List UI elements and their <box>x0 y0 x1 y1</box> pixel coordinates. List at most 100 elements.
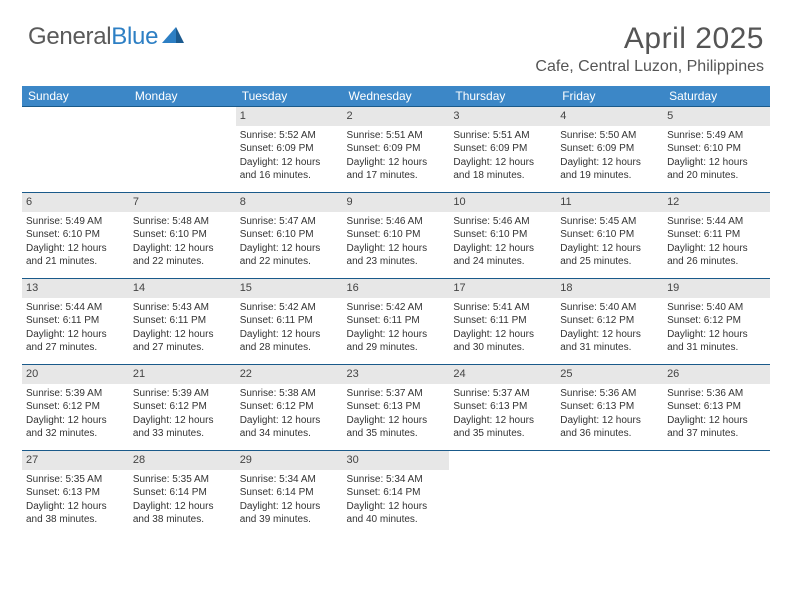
day-number: 8 <box>236 193 343 212</box>
cell-line: Sunrise: 5:49 AM <box>667 129 766 143</box>
cell-line: Sunrise: 5:46 AM <box>347 215 446 229</box>
calendar-cell: 25 Sunrise: 5:36 AMSunset: 6:13 PMDayligh… <box>556 365 663 451</box>
day-number: 25 <box>556 365 663 384</box>
cell-line: Sunrise: 5:47 AM <box>240 215 339 229</box>
cell-line: Sunrise: 5:35 AM <box>26 473 125 487</box>
day-number: 11 <box>556 193 663 212</box>
cell-line: Daylight: 12 hours and 35 minutes. <box>453 414 552 441</box>
day-number: 27 <box>22 451 129 470</box>
day-number: 19 <box>663 279 770 298</box>
cell-line: Sunrise: 5:52 AM <box>240 129 339 143</box>
day-number: 14 <box>129 279 236 298</box>
cell-line: Daylight: 12 hours and 24 minutes. <box>453 242 552 269</box>
cell-content: Sunrise: 5:50 AMSunset: 6:09 PMDaylight:… <box>560 129 659 183</box>
day-number: 1 <box>236 107 343 126</box>
cell-content: Sunrise: 5:40 AMSunset: 6:12 PMDaylight:… <box>667 301 766 355</box>
calendar-cell <box>129 107 236 193</box>
cell-line: Sunset: 6:12 PM <box>560 314 659 328</box>
cell-line: Sunrise: 5:42 AM <box>347 301 446 315</box>
cell-content: Sunrise: 5:35 AMSunset: 6:14 PMDaylight:… <box>133 473 232 527</box>
calendar-table: Sunday Monday Tuesday Wednesday Thursday… <box>22 86 770 537</box>
day-header: Wednesday <box>343 86 450 107</box>
cell-line: Daylight: 12 hours and 38 minutes. <box>26 500 125 527</box>
cell-line: Daylight: 12 hours and 38 minutes. <box>133 500 232 527</box>
cell-line: Sunset: 6:12 PM <box>133 400 232 414</box>
cell-line: Sunset: 6:11 PM <box>133 314 232 328</box>
cell-content: Sunrise: 5:37 AMSunset: 6:13 PMDaylight:… <box>347 387 446 441</box>
cell-content: Sunrise: 5:44 AMSunset: 6:11 PMDaylight:… <box>26 301 125 355</box>
cell-line: Daylight: 12 hours and 33 minutes. <box>133 414 232 441</box>
header: GeneralBlue April 2025 Cafe, Central Luz… <box>0 0 792 80</box>
day-number: 12 <box>663 193 770 212</box>
cell-line: Sunrise: 5:45 AM <box>560 215 659 229</box>
day-header: Sunday <box>22 86 129 107</box>
cell-content: Sunrise: 5:46 AMSunset: 6:10 PMDaylight:… <box>453 215 552 269</box>
cell-content: Sunrise: 5:37 AMSunset: 6:13 PMDaylight:… <box>453 387 552 441</box>
cell-content: Sunrise: 5:44 AMSunset: 6:11 PMDaylight:… <box>667 215 766 269</box>
calendar-week-row: 27Sunrise: 5:35 AMSunset: 6:13 PMDayligh… <box>22 451 770 537</box>
cell-line: Sunrise: 5:51 AM <box>453 129 552 143</box>
calendar-cell <box>449 451 556 537</box>
cell-line: Sunrise: 5:40 AM <box>667 301 766 315</box>
day-number: 24 <box>449 365 556 384</box>
day-header: Monday <box>129 86 236 107</box>
logo-triangle-icon <box>162 22 184 50</box>
cell-line: Sunset: 6:12 PM <box>240 400 339 414</box>
cell-line: Sunset: 6:11 PM <box>240 314 339 328</box>
day-number: 17 <box>449 279 556 298</box>
day-number: 28 <box>129 451 236 470</box>
cell-line: Daylight: 12 hours and 17 minutes. <box>347 156 446 183</box>
cell-line: Sunset: 6:13 PM <box>560 400 659 414</box>
cell-line: Sunset: 6:14 PM <box>347 486 446 500</box>
cell-line: Daylight: 12 hours and 20 minutes. <box>667 156 766 183</box>
day-header: Tuesday <box>236 86 343 107</box>
cell-line: Daylight: 12 hours and 28 minutes. <box>240 328 339 355</box>
cell-line: Daylight: 12 hours and 37 minutes. <box>667 414 766 441</box>
cell-line: Sunset: 6:11 PM <box>26 314 125 328</box>
day-number: 22 <box>236 365 343 384</box>
cell-line: Daylight: 12 hours and 26 minutes. <box>667 242 766 269</box>
cell-content: Sunrise: 5:52 AMSunset: 6:09 PMDaylight:… <box>240 129 339 183</box>
brand-part2: Blue <box>111 23 158 51</box>
cell-content: Sunrise: 5:43 AMSunset: 6:11 PMDaylight:… <box>133 301 232 355</box>
cell-content: Sunrise: 5:41 AMSunset: 6:11 PMDaylight:… <box>453 301 552 355</box>
day-number: 9 <box>343 193 450 212</box>
cell-content: Sunrise: 5:36 AMSunset: 6:13 PMDaylight:… <box>667 387 766 441</box>
cell-line: Daylight: 12 hours and 30 minutes. <box>453 328 552 355</box>
day-number: 26 <box>663 365 770 384</box>
calendar-cell: 11Sunrise: 5:45 AMSunset: 6:10 PMDayligh… <box>556 193 663 279</box>
calendar-cell: 7Sunrise: 5:48 AMSunset: 6:10 PMDaylight… <box>129 193 236 279</box>
cell-content: Sunrise: 5:36 AMSunset: 6:13 PMDaylight:… <box>560 387 659 441</box>
cell-line: Sunset: 6:09 PM <box>240 142 339 156</box>
cell-line: Sunset: 6:12 PM <box>26 400 125 414</box>
calendar-cell: 16Sunrise: 5:42 AMSunset: 6:11 PMDayligh… <box>343 279 450 365</box>
cell-line: Sunrise: 5:37 AM <box>347 387 446 401</box>
calendar-cell: 29Sunrise: 5:34 AMSunset: 6:14 PMDayligh… <box>236 451 343 537</box>
cell-content: Sunrise: 5:42 AMSunset: 6:11 PMDaylight:… <box>240 301 339 355</box>
cell-line: Daylight: 12 hours and 27 minutes. <box>26 328 125 355</box>
day-number: 10 <box>449 193 556 212</box>
cell-line: Sunrise: 5:49 AM <box>26 215 125 229</box>
calendar-body: 1Sunrise: 5:52 AMSunset: 6:09 PMDaylight… <box>22 107 770 537</box>
cell-content: Sunrise: 5:48 AMSunset: 6:10 PMDaylight:… <box>133 215 232 269</box>
calendar-cell: 20Sunrise: 5:39 AMSunset: 6:12 PMDayligh… <box>22 365 129 451</box>
cell-line: Sunset: 6:10 PM <box>560 228 659 242</box>
location-subtitle: Cafe, Central Luzon, Philippines <box>535 58 764 76</box>
cell-content: Sunrise: 5:51 AMSunset: 6:09 PMDaylight:… <box>347 129 446 183</box>
day-number <box>556 451 663 470</box>
calendar-cell: 8Sunrise: 5:47 AMSunset: 6:10 PMDaylight… <box>236 193 343 279</box>
day-number: 15 <box>236 279 343 298</box>
cell-content: Sunrise: 5:49 AMSunset: 6:10 PMDaylight:… <box>667 129 766 183</box>
calendar-cell: 19 Sunrise: 5:40 AMSunset: 6:12 PMDayligh… <box>663 279 770 365</box>
cell-line: Sunset: 6:11 PM <box>453 314 552 328</box>
calendar-cell: 5Sunrise: 5:49 AMSunset: 6:10 PMDaylight… <box>663 107 770 193</box>
calendar-cell: 21Sunrise: 5:39 AMSunset: 6:12 PMDayligh… <box>129 365 236 451</box>
brand-logo: GeneralBlue <box>28 22 184 52</box>
cell-line: Sunset: 6:09 PM <box>453 142 552 156</box>
cell-content: Sunrise: 5:46 AMSunset: 6:10 PMDaylight:… <box>347 215 446 269</box>
day-number <box>22 107 129 126</box>
cell-line: Sunrise: 5:46 AM <box>453 215 552 229</box>
day-number: 6 <box>22 193 129 212</box>
day-number: 2 <box>343 107 450 126</box>
cell-line: Daylight: 12 hours and 21 minutes. <box>26 242 125 269</box>
